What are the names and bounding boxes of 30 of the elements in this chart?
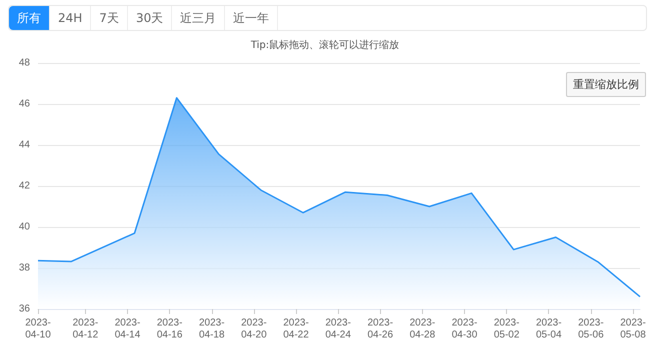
tab[interactable]: 24H [50, 6, 92, 30]
x-tick-label: 2023-04-26 [367, 318, 394, 340]
x-tick-label: 2023-05-02 [494, 318, 520, 340]
x-tick-label: 2023-05-04 [536, 318, 562, 340]
y-tick-label: 46 [18, 98, 30, 110]
x-tick-label: 2023-04-22 [283, 318, 310, 340]
x-tick-label: 2023-04-10 [25, 318, 52, 340]
y-tick-label: 36 [18, 304, 30, 314]
y-tick-label: 48 [18, 58, 30, 68]
x-tick-label: 2023-04-24 [325, 318, 352, 340]
x-tick-label: 2023-05-08 [620, 318, 646, 340]
y-tick-label: 40 [18, 222, 30, 232]
y-tick-label: 44 [18, 140, 30, 150]
x-tick-label: 2023-04-20 [241, 318, 268, 340]
tab[interactable]: 近三月 [172, 6, 226, 30]
x-tick-label: 2023-04-16 [156, 318, 183, 340]
chart-subtitle: Tip:鼠标拖动、滚轮可以进行缩放 [250, 38, 400, 52]
reset-button[interactable]: 重置缩放比例 [566, 72, 646, 97]
tab[interactable]: 近一年 [225, 6, 278, 30]
x-tick-label: 2023-04-14 [114, 318, 141, 340]
tab[interactable]: 7天 [91, 6, 128, 30]
x-tick-label: 2023-04-30 [452, 318, 478, 340]
x-tick-label: 2023-04-28 [410, 318, 436, 340]
x-tick-label: 2023-04-12 [72, 318, 99, 340]
tab[interactable]: 30天 [128, 6, 172, 30]
x-tick-label: 2023-04-18 [198, 318, 225, 340]
y-tick-label: 38 [18, 262, 30, 274]
y-tick-label: 42 [18, 180, 30, 192]
x-tick-label: 2023-05-06 [578, 318, 604, 340]
tab[interactable]: 所有 [9, 6, 50, 30]
